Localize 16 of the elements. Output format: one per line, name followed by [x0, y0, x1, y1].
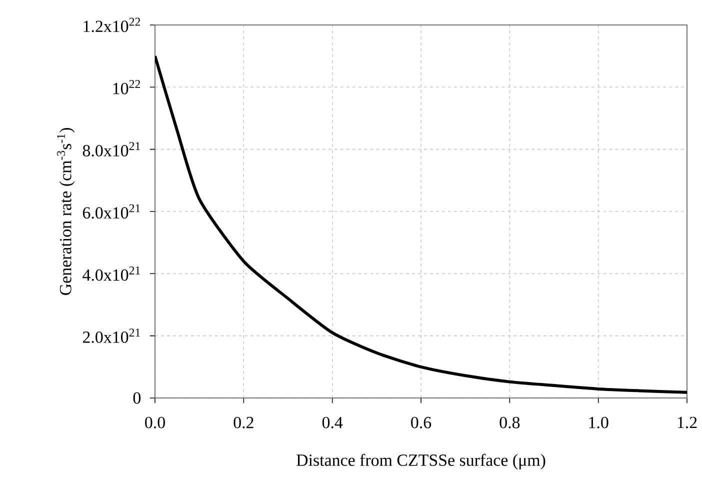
y-tick-label: 8.0x10$^{21}$ [82, 142, 140, 156]
y-tick-label: 10$^{22}$ [113, 80, 140, 94]
x-tick-label: 0.2 [234, 416, 254, 428]
x-axis-title: Distance from CZTSSe surface (μm) [296, 454, 546, 470]
x-tick-label: 0.8 [500, 416, 520, 428]
x-tick-label: 1.2 [678, 416, 697, 428]
y-axis-title: Generation rate (cm$^{-3}$s$^{-1}$) [57, 128, 75, 295]
x-tick-label: 1.0 [589, 416, 608, 428]
x-tick-label: 0.0 [145, 416, 165, 428]
y-tick-label: 0 [133, 392, 141, 404]
x-tick-label: 0.6 [411, 416, 432, 428]
y-tick-label: 6.0x10$^{21}$ [82, 204, 140, 219]
x-tick-label: 0.4 [322, 416, 343, 428]
y-tick-label: 1.2x10$^{22}$ [84, 18, 140, 32]
y-tick-label: 4.0x10$^{21}$ [82, 266, 140, 281]
y-tick-label: 2.0x10$^{21}$ [82, 328, 140, 343]
